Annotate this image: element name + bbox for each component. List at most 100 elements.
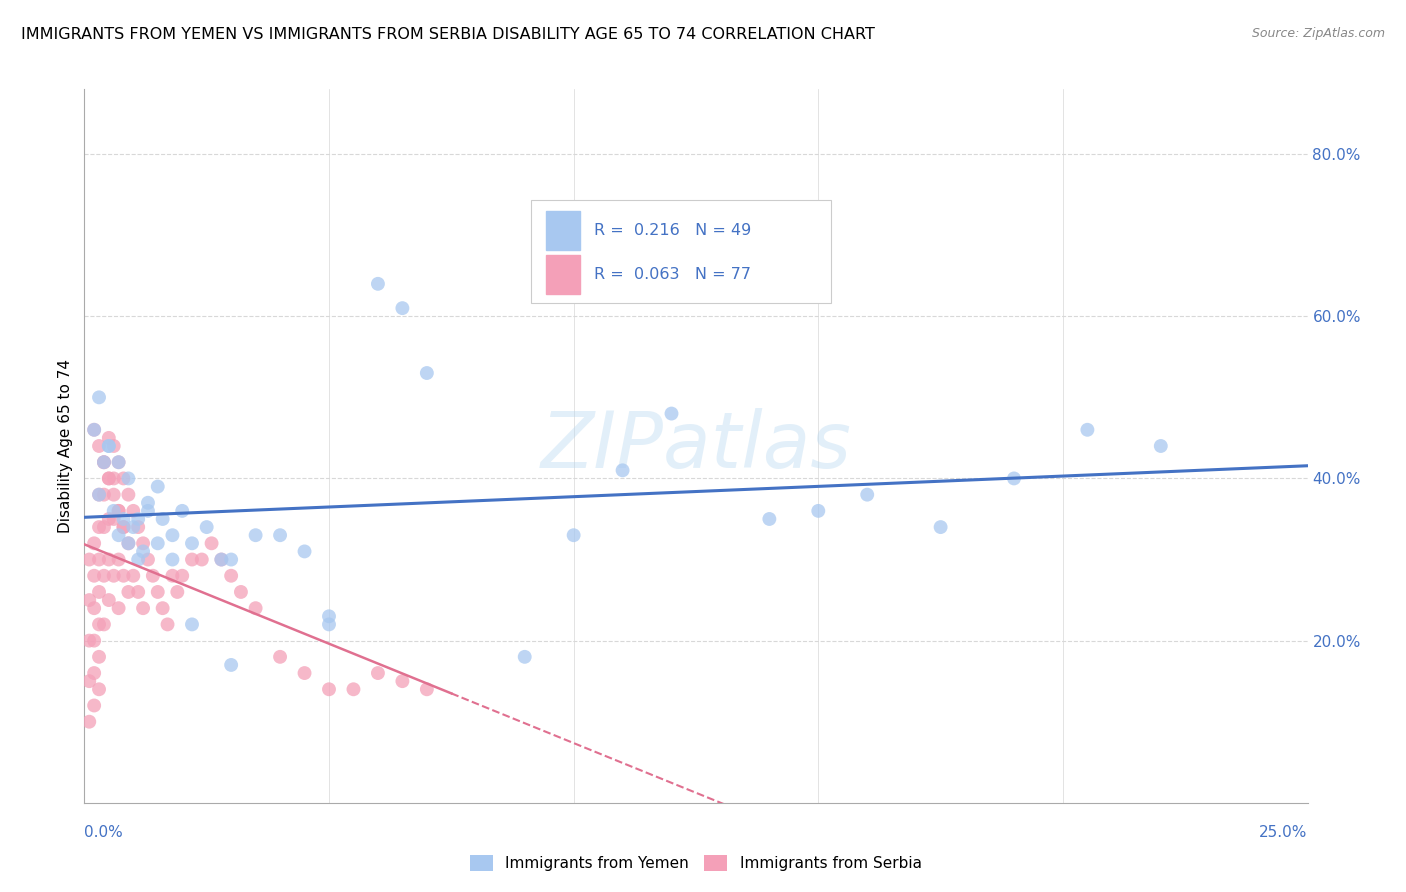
Point [107,504,129,518]
Point [152,601,174,615]
Point [93,568,115,582]
Point [103,504,125,518]
FancyBboxPatch shape [531,200,831,303]
Point [367,277,389,291]
Point [219,657,242,672]
Point [209,552,232,566]
Point [245,528,267,542]
Point [162,528,184,542]
Point [112,512,135,526]
Text: ZIPatlas: ZIPatlas [540,408,852,484]
Point [83,423,105,437]
Point [152,512,174,526]
Point [77,633,100,648]
Point [112,471,135,485]
Point [416,366,439,380]
Point [117,471,139,485]
Point [117,488,139,502]
Point [294,666,316,681]
Point [122,520,145,534]
Point [87,682,110,697]
Text: IMMIGRANTS FROM YEMEN VS IMMIGRANTS FROM SERBIA DISABILITY AGE 65 TO 74 CORRELAT: IMMIGRANTS FROM YEMEN VS IMMIGRANTS FROM… [21,27,875,42]
Legend: Immigrants from Yemen, Immigrants from Serbia: Immigrants from Yemen, Immigrants from S… [464,849,928,877]
Point [117,536,139,550]
Point [156,617,179,632]
Point [97,471,120,485]
Point [136,496,159,510]
Point [103,512,125,526]
Point [269,528,291,542]
Point [107,528,129,542]
Point [661,407,683,421]
Point [132,601,155,615]
Point [929,520,952,534]
Point [127,520,149,534]
Text: R =  0.063   N = 77: R = 0.063 N = 77 [595,267,751,282]
Point [166,585,188,599]
Point [195,520,218,534]
Point [87,390,110,404]
Point [1002,471,1025,485]
Point [132,536,155,550]
Point [87,552,110,566]
Point [93,455,115,469]
Point [77,674,100,689]
Point [87,585,110,599]
Point [342,682,364,697]
Point [162,568,184,582]
Point [83,698,105,713]
Point [97,431,120,445]
Point [162,552,184,566]
Point [77,714,100,729]
Text: R =  0.216   N = 49: R = 0.216 N = 49 [595,223,752,238]
Point [97,593,120,607]
Point [93,617,115,632]
Point [83,601,105,615]
Point [132,544,155,558]
Text: 25.0%: 25.0% [1260,825,1308,840]
Point [107,455,129,469]
Bar [546,255,579,294]
Point [219,552,242,566]
Point [87,617,110,632]
Point [107,601,129,615]
Point [77,552,100,566]
Point [93,455,115,469]
Point [1076,423,1098,437]
Point [245,601,267,615]
Point [758,512,780,526]
Point [83,536,105,550]
Point [107,552,129,566]
Point [612,463,634,477]
Point [112,568,135,582]
Point [117,585,139,599]
Point [112,520,135,534]
Point [103,568,125,582]
Point [856,488,879,502]
Point [112,520,135,534]
Text: 0.0%: 0.0% [84,825,124,840]
Point [97,552,120,566]
Point [807,504,830,518]
Point [83,568,105,582]
Point [87,439,110,453]
Point [172,568,194,582]
Point [318,609,340,624]
Point [93,455,115,469]
Point [181,552,204,566]
Point [146,479,169,493]
Point [117,536,139,550]
Point [97,512,120,526]
Point [294,544,316,558]
Point [103,471,125,485]
Point [219,568,242,582]
Point [136,504,159,518]
Point [87,520,110,534]
Point [87,488,110,502]
Point [122,568,145,582]
Point [127,585,149,599]
Point [142,568,165,582]
Point [97,439,120,453]
Point [103,488,125,502]
Point [200,536,222,550]
